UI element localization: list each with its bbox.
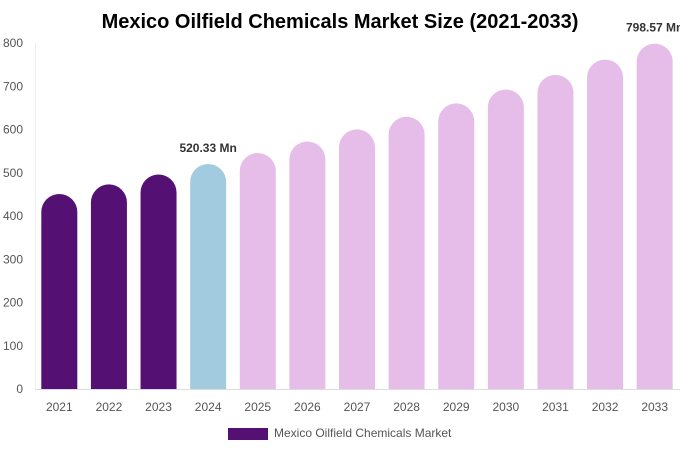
bar-2027	[339, 129, 375, 389]
x-tick-label: 2021	[46, 400, 73, 414]
bar-2028	[388, 116, 425, 389]
x-tick-label: 2025	[244, 400, 271, 414]
y-tick-label: 100	[3, 339, 23, 353]
bar-2032	[587, 59, 624, 389]
x-axis: 2021 2022 2023 2024 2025 2026 2027 2028 2029 2030…	[46, 400, 668, 414]
bar-2025	[239, 152, 276, 389]
bar-2033	[636, 43, 673, 390]
x-tick-label: 2033	[641, 400, 668, 414]
x-tick-label: 2022	[96, 400, 123, 414]
y-tick-label: 300	[3, 252, 23, 266]
x-tick-label: 2031	[542, 400, 569, 414]
x-tick-label: 2029	[443, 400, 470, 414]
x-tick-label: 2023	[145, 400, 172, 414]
y-tick-label: 0	[16, 382, 23, 396]
bar-2031	[537, 74, 574, 390]
legend: Mexico Oilfield Chemicals Market	[228, 426, 452, 440]
chart-title: Mexico Oilfield Chemicals Market Size (2…	[102, 11, 579, 33]
x-tick-label: 2026	[294, 400, 321, 414]
x-tick-label: 2027	[344, 400, 371, 414]
x-tick-label: 2032	[592, 400, 619, 414]
bar-2021	[41, 193, 78, 389]
y-axis: 0 100 200 300 400 500 600 700 800	[3, 36, 23, 396]
bar-2029	[438, 103, 475, 389]
bar-2023	[140, 174, 177, 389]
y-tick-label: 800	[3, 36, 23, 50]
bar-2022	[90, 184, 127, 389]
y-tick-label: 400	[3, 209, 23, 223]
y-tick-label: 200	[3, 296, 23, 310]
y-tick-label: 700	[3, 79, 23, 93]
bar-2024	[190, 163, 227, 389]
bar-2026	[289, 141, 326, 389]
legend-label: Mexico Oilfield Chemicals Market	[274, 426, 452, 440]
data-label: 798.57 Mn	[626, 21, 680, 35]
bar-2030	[487, 89, 524, 390]
x-tick-label: 2024	[195, 400, 222, 414]
legend-swatch	[228, 428, 268, 440]
bars	[41, 43, 673, 390]
x-tick-label: 2030	[492, 400, 519, 414]
data-labels: 520.33 Mn 798.57 Mn	[179, 21, 680, 155]
y-tick-label: 600	[3, 123, 23, 137]
data-label: 520.33 Mn	[179, 141, 236, 155]
x-tick-label: 2028	[393, 400, 420, 414]
y-tick-label: 500	[3, 166, 23, 180]
